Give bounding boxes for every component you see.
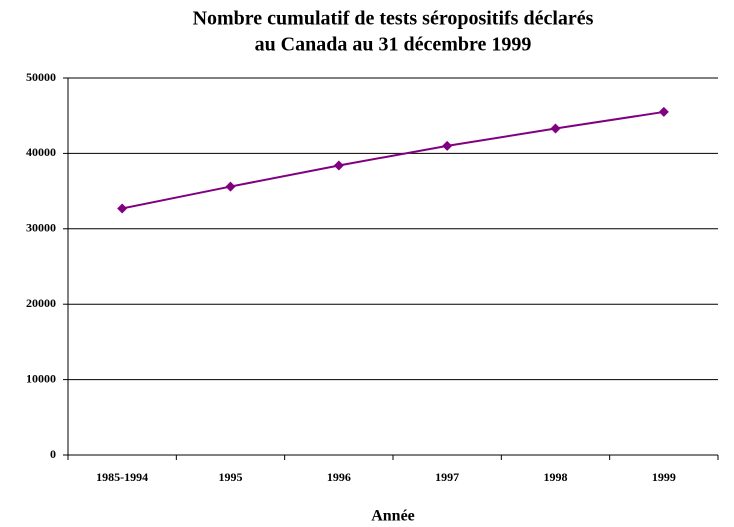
x-tick-label: 1995 bbox=[219, 470, 243, 484]
x-axis-label: Année bbox=[371, 508, 415, 525]
marker bbox=[658, 106, 669, 117]
x-tick-label: 1985-1994 bbox=[96, 470, 148, 484]
y-tick-label: 50000 bbox=[26, 70, 56, 84]
marker bbox=[550, 123, 561, 134]
x-tick-label: 1997 bbox=[435, 470, 459, 484]
y-tick-label: 0 bbox=[50, 447, 56, 461]
chart-title: au Canada au 31 décembre 1999 bbox=[255, 34, 532, 56]
y-tick-label: 40000 bbox=[26, 145, 56, 159]
chart-title: Nombre cumulatif de tests séropositifs d… bbox=[193, 8, 594, 30]
marker bbox=[117, 203, 128, 214]
x-tick-label: 1996 bbox=[327, 470, 351, 484]
y-tick-label: 30000 bbox=[26, 221, 56, 235]
x-tick-label: 1999 bbox=[652, 470, 676, 484]
x-tick-label: 1998 bbox=[544, 470, 568, 484]
y-tick-label: 10000 bbox=[26, 371, 56, 385]
marker bbox=[442, 140, 453, 151]
marker bbox=[225, 181, 236, 192]
y-tick-label: 20000 bbox=[26, 296, 56, 310]
line bbox=[121, 110, 664, 210]
marker bbox=[333, 160, 344, 171]
